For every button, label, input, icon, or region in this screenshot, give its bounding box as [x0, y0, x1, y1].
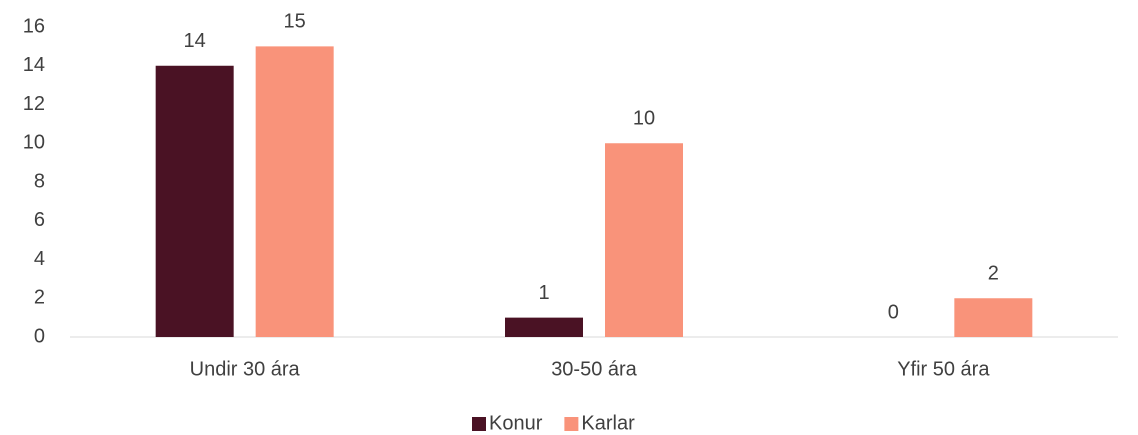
data-label: 15: [284, 11, 306, 33]
y-tick-label: 4: [34, 248, 45, 270]
y-tick-label: 6: [34, 209, 45, 231]
data-label: 2: [988, 263, 999, 285]
bar: [255, 46, 334, 337]
bar: [605, 143, 683, 337]
y-tick-label: 8: [34, 170, 45, 192]
data-label: 1: [538, 282, 549, 304]
legend-label: Konur: [489, 412, 543, 434]
data-label: 14: [184, 30, 206, 52]
legend-swatch: [564, 417, 579, 431]
bar: [155, 65, 234, 337]
y-tick-label: 2: [34, 287, 45, 309]
y-tick-label: 16: [23, 15, 45, 37]
x-tick-label: Undir 30 ára: [190, 358, 301, 380]
data-label: 0: [888, 301, 899, 323]
legend-label: Karlar: [581, 412, 635, 434]
y-tick-label: 12: [23, 93, 45, 115]
x-tick-label: 30-50 ára: [551, 358, 637, 380]
legend-swatch: [472, 417, 486, 431]
y-tick-label: 10: [23, 132, 45, 154]
x-tick-label: Yfir 50 ára: [897, 358, 990, 380]
y-tick-label: 14: [23, 54, 45, 76]
data-label: 10: [633, 108, 655, 130]
bar: [505, 317, 583, 337]
bar: [954, 298, 1033, 337]
y-tick-label: 0: [34, 325, 45, 347]
